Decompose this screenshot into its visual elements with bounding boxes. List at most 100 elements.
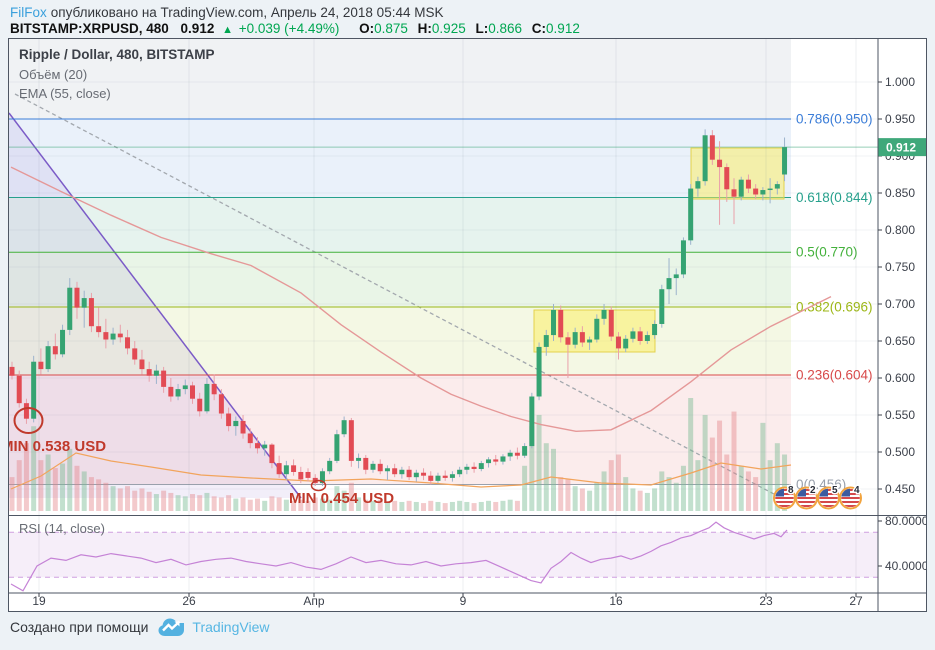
volume-bar bbox=[767, 460, 773, 511]
volume-bar bbox=[370, 500, 376, 511]
event-icon[interactable]: 2 bbox=[795, 484, 818, 510]
price-tick-label: 0.700 bbox=[885, 297, 915, 311]
candle-body bbox=[435, 475, 441, 481]
volume-bar bbox=[226, 495, 232, 511]
volume-bar bbox=[132, 490, 138, 511]
volume-bar bbox=[247, 499, 253, 511]
tradingview-logo-icon[interactable] bbox=[158, 617, 185, 637]
volume-bar bbox=[153, 494, 159, 511]
volume-bar bbox=[363, 499, 369, 511]
candle-body bbox=[38, 361, 44, 370]
candle-body bbox=[211, 383, 217, 395]
volume-bar bbox=[471, 503, 477, 511]
price-axis[interactable]: 1.0000.9500.9000.8500.8000.7500.7000.650… bbox=[878, 75, 926, 573]
price-tick-label: 0.450 bbox=[885, 482, 915, 496]
candle-body bbox=[406, 469, 412, 478]
volume-bar bbox=[486, 500, 492, 511]
candle-body bbox=[276, 463, 282, 475]
volume-bar bbox=[67, 448, 73, 511]
candle-body bbox=[74, 287, 80, 308]
min-circle-1[interactable] bbox=[310, 479, 327, 492]
fib-zone-5 bbox=[9, 375, 791, 485]
flag-canton bbox=[775, 488, 784, 497]
price-tick-label: 1.000 bbox=[885, 75, 915, 89]
volume-bar bbox=[644, 492, 650, 511]
event-icons: 8 2 5 4 bbox=[773, 484, 862, 510]
volume-bar bbox=[594, 482, 600, 511]
volume-bar bbox=[630, 488, 636, 511]
candle-body bbox=[774, 184, 780, 189]
rsi-legend[interactable]: RSI (14, close) bbox=[19, 521, 105, 536]
candle-body bbox=[218, 394, 224, 414]
time-tick-label: 26 bbox=[182, 594, 196, 608]
candle-body bbox=[644, 335, 650, 341]
volume-bar bbox=[623, 477, 629, 511]
volume-bar bbox=[146, 491, 152, 511]
event-icon[interactable]: 8 bbox=[773, 484, 796, 510]
candle-body bbox=[153, 370, 159, 376]
candle-body bbox=[31, 361, 37, 419]
candle-body bbox=[392, 468, 398, 475]
volume-bar bbox=[637, 490, 643, 511]
volume-bar bbox=[738, 465, 744, 511]
event-icon[interactable]: 5 bbox=[817, 484, 840, 510]
candle-body bbox=[608, 309, 614, 337]
volume-bar bbox=[753, 477, 759, 511]
volume-bar bbox=[283, 499, 289, 511]
candle-body bbox=[522, 446, 528, 456]
candle-body bbox=[125, 337, 131, 349]
volume-bar bbox=[96, 479, 102, 511]
trendline-dashed[interactable] bbox=[14, 93, 792, 504]
footer-created-text: Создано при помощи bbox=[10, 619, 149, 635]
volume-bar bbox=[717, 420, 723, 511]
volume-bar bbox=[601, 471, 607, 511]
time-tick-label: 19 bbox=[32, 594, 46, 608]
volume-bar bbox=[760, 422, 766, 511]
last-price-badge-value: 0.912 bbox=[886, 141, 916, 155]
volume-bar bbox=[745, 471, 751, 511]
volume-bar bbox=[449, 501, 455, 511]
candle-body bbox=[363, 457, 369, 470]
event-icon[interactable]: 4 bbox=[839, 484, 862, 510]
price-chart-canvas[interactable]: 0.786(0.950) 0.618(0.844) 0.5(0.770) 0.382(… bbox=[9, 39, 926, 611]
flag-stripe bbox=[775, 505, 794, 507]
candle-body bbox=[399, 469, 405, 475]
time-axis[interactable]: 19 26 Апр 9 16 23 27 bbox=[32, 593, 863, 608]
candle-body bbox=[161, 370, 167, 387]
min-circle-0[interactable] bbox=[13, 407, 44, 434]
volume-bar bbox=[384, 501, 390, 511]
author-link[interactable]: FilFox bbox=[10, 5, 47, 20]
up-arrow-icon: ▲ bbox=[222, 24, 233, 36]
candle-body bbox=[117, 333, 123, 338]
candle-body bbox=[341, 420, 347, 435]
us-flag-icon bbox=[797, 488, 816, 507]
candle-body bbox=[146, 369, 152, 376]
candle-body bbox=[67, 287, 73, 330]
volume-bar bbox=[103, 482, 109, 511]
volume-bar bbox=[45, 454, 51, 511]
fib-label-3: 0.382(0.696) bbox=[796, 299, 873, 314]
candle-body bbox=[709, 135, 715, 160]
volume-bar bbox=[182, 496, 188, 511]
volume-bar bbox=[125, 486, 131, 511]
volume-bar bbox=[269, 496, 275, 511]
candle-body bbox=[659, 289, 665, 324]
volume-bar bbox=[218, 497, 224, 511]
candle-body bbox=[348, 420, 354, 461]
volume-bar bbox=[175, 495, 181, 511]
volume-bar bbox=[536, 414, 542, 511]
candle-body bbox=[579, 332, 585, 343]
tradingview-link[interactable]: TradingView bbox=[192, 619, 270, 635]
rsi-pane[interactable] bbox=[9, 521, 878, 592]
volume-bar bbox=[731, 411, 737, 511]
low-value: 0.866 bbox=[488, 21, 523, 36]
candle-body bbox=[16, 375, 22, 404]
volume-bar bbox=[652, 488, 658, 511]
candle-body bbox=[421, 472, 427, 476]
event-count: 5 bbox=[832, 485, 838, 496]
candle-body bbox=[327, 460, 333, 472]
candle-body bbox=[110, 333, 116, 340]
main-pane[interactable]: 0.786(0.950) 0.618(0.844) 0.5(0.770) 0.382(… bbox=[9, 39, 878, 511]
flag-canton bbox=[797, 488, 806, 497]
vertical-grid bbox=[38, 39, 857, 591]
